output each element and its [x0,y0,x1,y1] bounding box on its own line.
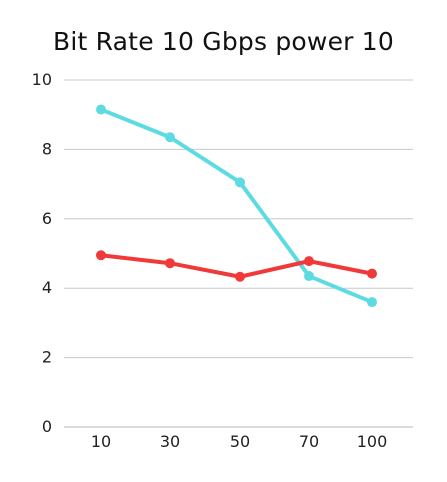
y-tick-label-2: 2 [42,348,52,367]
series-1-point-100 [367,297,377,307]
y-tick-label-6: 6 [42,209,52,228]
x-tick-label-50: 50 [230,432,250,451]
series-2-point-30 [165,258,175,268]
series-2-point-70 [304,256,314,266]
x-tick-label-10: 10 [91,432,111,451]
series-2-point-50 [235,272,245,282]
x-tick-label-70: 70 [299,432,319,451]
y-tick-label-0: 0 [42,417,52,436]
y-tick-label-8: 8 [42,139,52,158]
x-tick-label-30: 30 [160,432,180,451]
y-tick-label-10: 10 [32,70,52,89]
series-1-point-50 [235,177,245,187]
series-1-point-30 [165,132,175,142]
x-tick-label-100: 100 [357,432,388,451]
series-2-point-10 [96,250,106,260]
series-1-point-70 [304,271,314,281]
series-1-point-10 [96,104,106,114]
series-2-point-100 [367,269,377,279]
y-tick-label-4: 4 [42,278,52,297]
